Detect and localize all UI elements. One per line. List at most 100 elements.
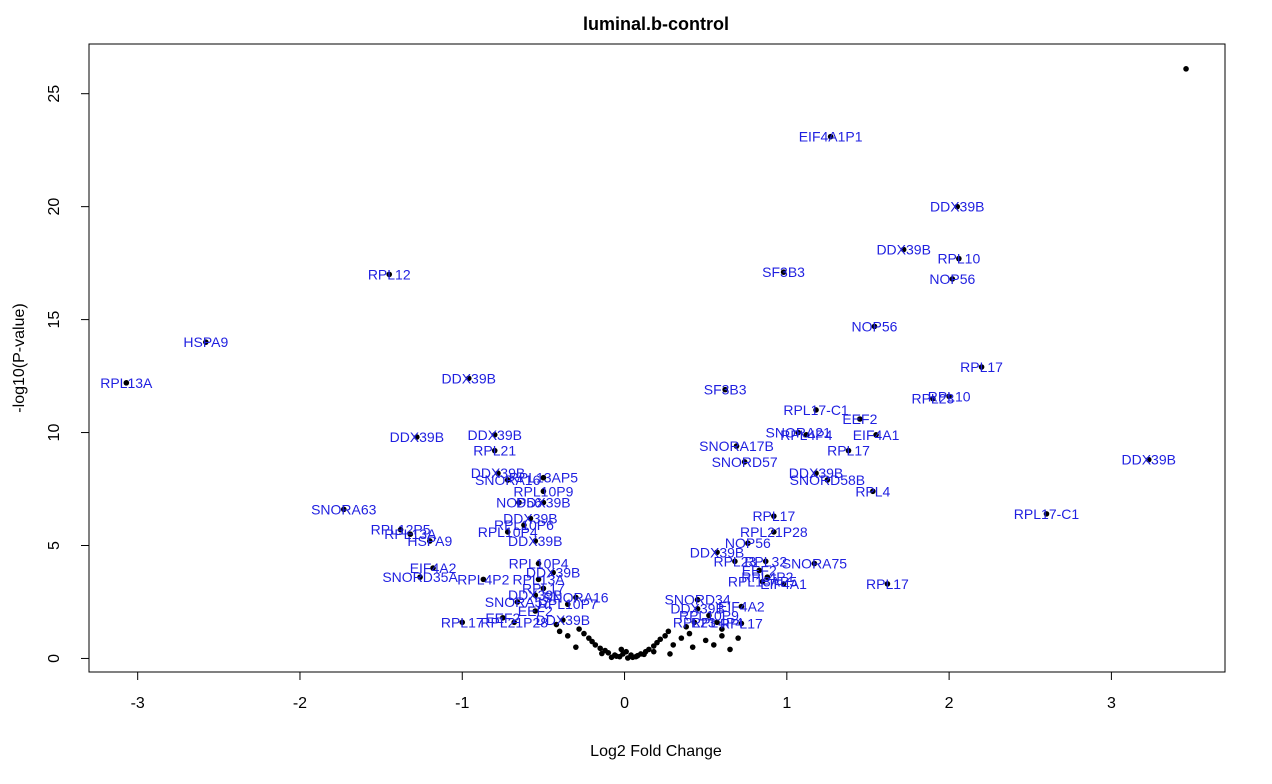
data-point — [678, 635, 685, 641]
point-label: EIF4A2 — [718, 598, 765, 614]
point-label: RPL4 — [855, 483, 890, 499]
data-point — [553, 621, 560, 628]
data-point — [608, 654, 615, 661]
data-point — [573, 644, 579, 650]
point-label: DDX39B — [789, 465, 843, 481]
point-label: RPL13A — [512, 571, 565, 587]
point-label: RPL10P4 — [509, 556, 569, 572]
x-tick-label: -2 — [293, 695, 307, 712]
data-point — [706, 612, 712, 619]
data-point — [1043, 511, 1050, 517]
data-point — [203, 339, 209, 345]
data-point — [811, 560, 818, 567]
point-label: HSPA9 — [183, 334, 228, 350]
data-point — [491, 432, 498, 438]
data-point — [123, 380, 130, 386]
data-point — [628, 652, 634, 658]
data-point — [397, 526, 404, 533]
point-label: RPL17 — [441, 614, 484, 630]
point-label: RPL4P4 — [780, 427, 832, 443]
data-point — [465, 375, 472, 382]
point-label: EIF4A2 — [410, 560, 457, 576]
x-tick-label: 1 — [782, 695, 791, 712]
point-label: SNORA63 — [311, 501, 377, 517]
data-point — [521, 522, 527, 528]
data-point — [613, 653, 620, 659]
data-point — [956, 255, 962, 262]
data-point — [722, 386, 728, 393]
data-point — [556, 628, 563, 635]
point-label: EIF4A1 — [760, 576, 807, 592]
point-label: SNORD58B — [790, 472, 865, 488]
x-tick-label: 3 — [1107, 695, 1116, 712]
data-point — [430, 565, 436, 571]
point-label: DDX39B — [1121, 452, 1175, 468]
point-label: RPL17 — [827, 443, 870, 459]
point-label: NOP56 — [496, 495, 542, 511]
data-point — [827, 133, 834, 140]
data-point — [732, 558, 738, 565]
data-point — [618, 646, 625, 653]
data-point — [540, 488, 547, 495]
data-point — [599, 650, 605, 657]
data-point — [780, 581, 787, 587]
data-point — [873, 432, 879, 438]
data-point — [762, 558, 769, 565]
y-tick-label: 10 — [46, 424, 63, 442]
data-point — [1183, 66, 1189, 72]
data-point — [427, 538, 433, 544]
point-label: RPL21P28 — [480, 614, 548, 630]
data-point — [480, 576, 487, 583]
data-point — [586, 635, 592, 641]
data-point — [949, 276, 956, 282]
point-label: RPL23 — [911, 391, 954, 407]
point-label: SNORD34 — [665, 592, 731, 608]
point-label: SNORA16 — [475, 472, 541, 488]
data-point — [870, 488, 876, 495]
data-point — [803, 432, 810, 438]
data-point — [532, 592, 539, 598]
point-label: NOP56 — [929, 271, 975, 287]
data-point — [683, 624, 690, 630]
data-point — [540, 585, 547, 592]
data-point — [813, 470, 819, 477]
point-label: DDX39B — [670, 601, 724, 617]
y-tick-label: 20 — [46, 198, 63, 216]
data-point — [930, 395, 936, 402]
data-point — [576, 626, 582, 632]
point-label: RPL10 — [937, 251, 980, 267]
point-label: EEF2 — [485, 610, 520, 626]
data-point — [719, 626, 725, 632]
point-label: DDX39B — [536, 612, 590, 628]
point-label: RPL13AP5 — [728, 574, 797, 590]
data-point — [764, 574, 771, 580]
point-label: EEF2 — [842, 411, 877, 427]
point-label: RPL32 — [744, 553, 787, 569]
data-point — [414, 434, 420, 440]
data-point — [689, 644, 696, 650]
point-label: RPL10P9 — [679, 608, 739, 624]
point-label: HSPA9 — [407, 533, 452, 549]
point-label: RPL10P6 — [494, 517, 554, 533]
data-point — [535, 576, 542, 583]
data-point — [691, 619, 698, 626]
x-tick-label: 2 — [945, 695, 954, 712]
point-label: DDX39B — [503, 510, 557, 526]
data-point — [738, 620, 745, 627]
point-label: RPL10P7 — [538, 596, 598, 612]
data-point — [719, 633, 725, 639]
point-label: DDX39B — [516, 495, 570, 511]
data-point — [417, 574, 423, 580]
point-label: RPL4P2 — [457, 571, 509, 587]
data-point — [738, 603, 745, 610]
data-point — [540, 499, 547, 506]
point-label: DDX39B — [442, 370, 496, 386]
point-label: RPL12 — [368, 266, 411, 282]
data-point — [532, 608, 539, 614]
data-point — [560, 617, 566, 623]
point-label: EEF2 — [518, 603, 553, 619]
data-point — [759, 578, 766, 585]
point-label: RPL23 — [673, 614, 716, 630]
data-point — [386, 271, 393, 278]
